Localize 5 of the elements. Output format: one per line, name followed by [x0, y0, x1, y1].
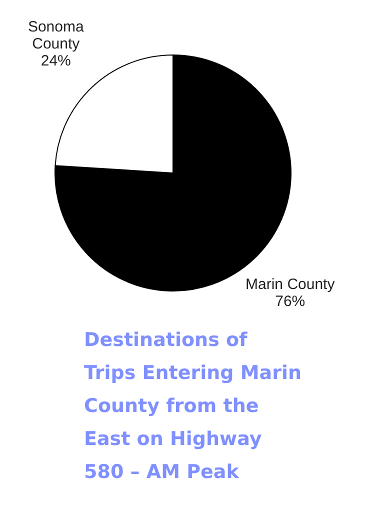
text: Destinations of Trips Entering Marin County from the East on Highway 580 – AM Peak [84, 329, 302, 483]
data-label: 24% [40, 52, 71, 70]
data-label: 76% [275, 293, 306, 310]
slice-label: Marin County [246, 276, 336, 294]
slice-label: Sonoma County [28, 18, 84, 52]
